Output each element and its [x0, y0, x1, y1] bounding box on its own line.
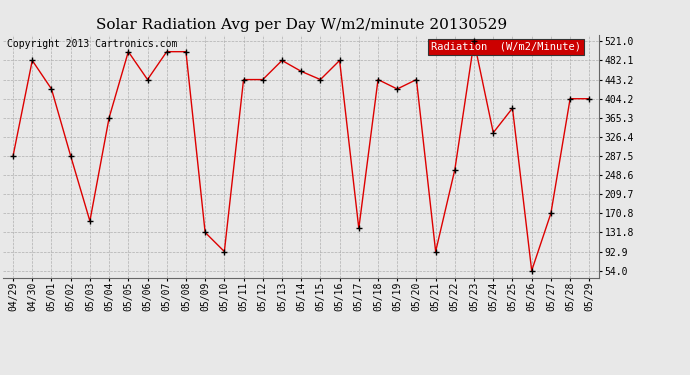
Text: Radiation  (W/m2/Minute): Radiation (W/m2/Minute) — [431, 42, 581, 52]
Title: Solar Radiation Avg per Day W/m2/minute 20130529: Solar Radiation Avg per Day W/m2/minute … — [96, 18, 506, 32]
Text: Copyright 2013 Cartronics.com: Copyright 2013 Cartronics.com — [7, 39, 177, 50]
